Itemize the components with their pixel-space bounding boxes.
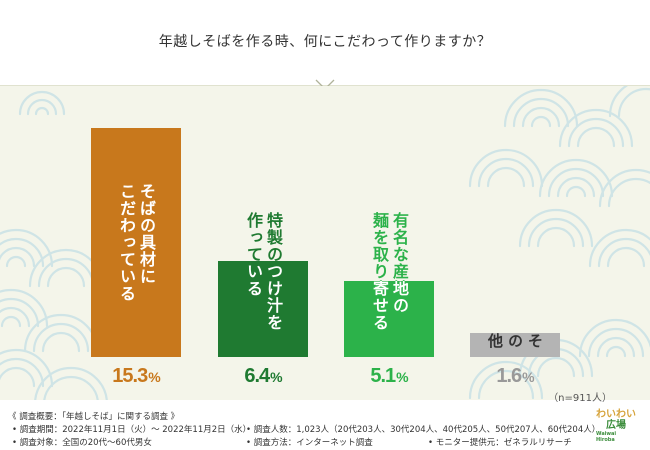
bar-label: 有名な産地の 麺を取り寄せる (370, 212, 409, 331)
header: 年越しそばを作る時、何にこだわって作りますか？ (0, 0, 650, 86)
bar-ingredients: そばの具材に こだわっている (91, 128, 181, 357)
value-label: 6.4% (244, 365, 282, 387)
chart-title: 年越しそばを作る時、何にこだわって作りますか？ (158, 34, 492, 50)
survey-period: • 調査期間：2022年11月1日（火）～ 2022年11月2日（水） (12, 425, 252, 435)
survey-footer: 《 調査概要：「年越しそば」に関する調査 》 • 調査期間：2022年11月1日… (0, 400, 650, 450)
value-label: 5.1% (370, 365, 408, 387)
bar-label: 特製のつけ汁を 作っている (244, 212, 283, 331)
survey-heading: 《 調査概要：「年越しそば」に関する調査 》 (8, 412, 180, 422)
bar-famous-noodles (344, 281, 434, 357)
survey-method: • 調査方法：インターネット調査 (246, 438, 373, 448)
seigaiha-wave-pattern (0, 86, 650, 400)
bar-label: そばの具材に こだわっている (117, 183, 156, 302)
waiwai-hiroba-logo: わいわい 広場 Waiwai Hiroba (596, 409, 636, 443)
sample-size-note: （n=911人） (548, 393, 612, 404)
survey-target: • 調査対象：全国の20代～60代男女 (12, 438, 152, 448)
survey-count: • 調査人数：1,023人（20代203人、30代204人、40代205人、50… (246, 425, 601, 435)
bar-dipping-sauce (218, 261, 308, 357)
value-label: 15.3% (112, 365, 160, 387)
bar-other: その他 (470, 333, 560, 357)
survey-provider: • モニター提供元：ゼネラルリサーチ (428, 438, 572, 448)
bar-label: その他 (486, 333, 544, 349)
value-label: 1.6% (496, 365, 534, 387)
